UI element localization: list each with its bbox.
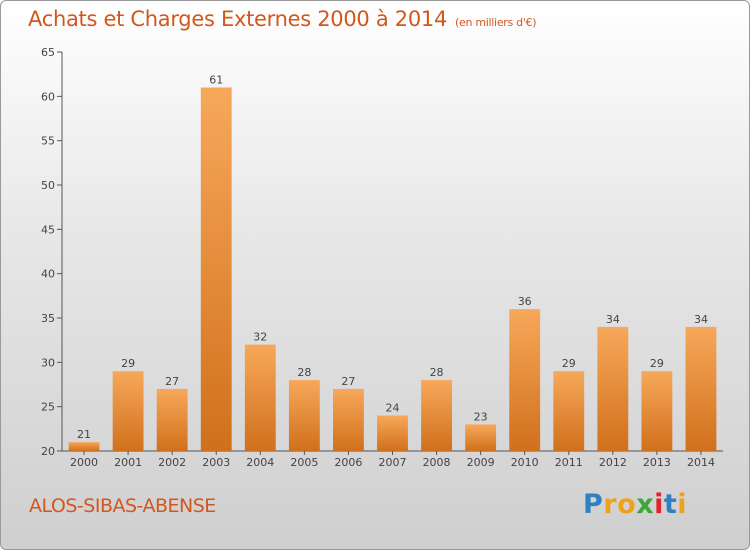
data-label: 28	[297, 366, 311, 379]
data-label: 27	[165, 375, 179, 388]
data-label: 29	[562, 357, 576, 370]
x-tick-label: 2001	[114, 456, 142, 469]
data-label: 21	[77, 428, 91, 441]
bar	[641, 371, 673, 451]
data-label: 27	[341, 375, 355, 388]
bar	[200, 87, 232, 451]
unit-label: (en milliers d'€)	[455, 16, 537, 29]
bar	[333, 388, 364, 451]
y-tick-label: 55	[41, 135, 55, 148]
data-label: 61	[209, 73, 223, 86]
bar	[377, 415, 408, 451]
bar	[597, 326, 629, 451]
data-label: 32	[253, 331, 267, 344]
y-tick-label: 40	[41, 268, 55, 281]
x-tick-label: 2013	[643, 456, 671, 469]
x-tick-label: 2012	[599, 456, 627, 469]
logo-letter: i	[677, 489, 688, 520]
bar	[553, 371, 585, 451]
x-tick-label: 2014	[687, 456, 715, 469]
data-label: 34	[606, 313, 620, 326]
logo-letter: r	[603, 489, 618, 520]
logo-letter: P	[583, 489, 604, 520]
title-text: Achats et Charges Externes 2000 à 2014	[28, 7, 448, 31]
bar	[112, 371, 144, 451]
logo-letter: x	[636, 489, 655, 520]
data-label: 24	[386, 402, 400, 415]
x-tick-label: 2003	[202, 456, 230, 469]
x-tick-label: 2010	[511, 456, 539, 469]
y-tick-label: 25	[41, 401, 55, 414]
axes: 20 25 30 35 40 45 50 55 60 65 2000 2001 2002 2003 2004…	[41, 46, 723, 469]
bar	[421, 380, 452, 451]
y-tick-label: 35	[41, 312, 55, 325]
bar	[68, 442, 100, 451]
x-tick-label: 2008	[423, 456, 451, 469]
logo-letter: i	[654, 489, 664, 520]
x-tick-label: 2007	[379, 456, 407, 469]
y-tick-label: 45	[41, 223, 55, 236]
bars: 21 29 27 61 32 28 27 24 28 23 36 29 34 29 34	[68, 73, 717, 451]
bar	[465, 424, 497, 451]
x-tick-label: 2009	[467, 456, 495, 469]
bar	[244, 344, 276, 451]
data-label: 29	[121, 357, 135, 370]
bar	[156, 388, 188, 451]
bar	[509, 309, 541, 451]
logo-letter: t	[663, 489, 678, 520]
bar	[288, 380, 320, 451]
y-tick-label: 65	[41, 46, 55, 59]
data-label: 34	[694, 313, 708, 326]
y-tick-label: 30	[41, 356, 55, 369]
x-tick-label: 2000	[70, 456, 98, 469]
x-tick-label: 2005	[290, 456, 318, 469]
x-tick-label: 2002	[158, 456, 186, 469]
data-label: 36	[518, 295, 532, 308]
y-tick-label: 20	[41, 445, 55, 458]
x-tick-label: 2011	[555, 456, 583, 469]
proxiti-logo: Proxiti	[583, 489, 687, 520]
y-tick-label: 60	[41, 90, 55, 103]
chart-title: Achats et Charges Externes 2000 à 2014 (e…	[28, 7, 537, 31]
data-label: 23	[474, 410, 488, 423]
logo-letter: o	[617, 489, 637, 520]
data-label: 29	[650, 357, 664, 370]
data-label: 28	[430, 366, 444, 379]
bar	[685, 326, 717, 451]
y-tick-label: 50	[41, 179, 55, 192]
x-tick-label: 2006	[334, 456, 362, 469]
commune-name: ALOS-SIBAS-ABENSE	[29, 495, 216, 517]
x-tick-label: 2004	[246, 456, 274, 469]
